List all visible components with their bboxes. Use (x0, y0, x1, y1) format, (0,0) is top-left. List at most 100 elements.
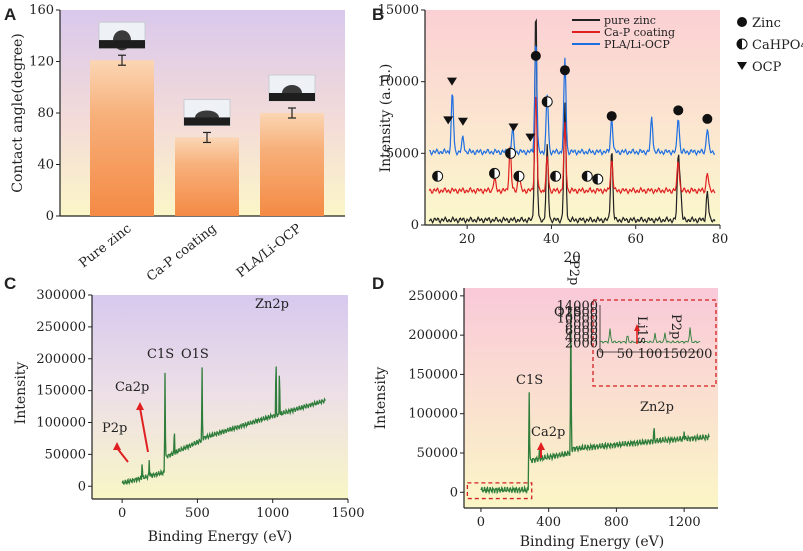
panel-c-xlabel: Binding Energy (eV) (148, 529, 293, 545)
panel-a-ytick-label: 40 (37, 158, 54, 173)
annotation-arrowhead-1 (136, 402, 144, 410)
panel-b-ytick-label: 5000 (386, 146, 419, 161)
legend-label-2: PLA/Li-OCP (604, 38, 670, 51)
ocp-marker (443, 116, 454, 125)
panel-d-background (464, 288, 718, 508)
category-label-2: PLA/Li-OCP (234, 221, 305, 281)
inset-xtick-label: 0 (596, 347, 604, 362)
droplet-base-1 (184, 117, 230, 126)
panel-d-ytick-label: 200000 (408, 328, 458, 343)
legend-label-0: pure zinc (604, 14, 656, 27)
panel-d-annotation-ca2p: Ca2p (531, 425, 565, 440)
inset-ytick-label: 14000 (557, 299, 598, 314)
panel-c-ytick-label: 250000 (36, 320, 86, 335)
ocp-marker (446, 77, 457, 86)
panel-c-xtick-label: 1000 (256, 506, 289, 521)
panel-a-ytick-label: 160 (29, 3, 54, 18)
panel-d-ylabel: Intensity (373, 367, 389, 430)
panel-c-ylabel: Intensity (13, 362, 29, 425)
panel-d-label: D (372, 274, 384, 293)
panel-c-ytick-label: 150000 (36, 384, 86, 399)
panel-d-xtick-label: 400 (536, 515, 561, 530)
panel-c-annotation-ca2p: Ca2p (115, 380, 149, 395)
panel-b-xtick-label: 80 (712, 232, 729, 247)
panel-c-annotation-c1s: C1S (147, 347, 174, 362)
bar-2 (260, 113, 324, 216)
inset-ytick-label: 8000 (565, 318, 598, 333)
zinc-marker (559, 65, 570, 76)
panel-c-ytick-label: 50000 (45, 447, 86, 462)
cahpo4-marker-fill (582, 171, 588, 182)
panel-b-xtick-label: 60 (627, 232, 644, 247)
panel-d-xtick-label: 800 (604, 515, 629, 530)
panel-c-ytick-label: 100000 (36, 416, 86, 431)
panel-d-ytick-label: 250000 (408, 289, 458, 304)
panel-c-xtick-label: 500 (185, 506, 210, 521)
inset-arrowhead (634, 324, 640, 331)
panel-b-xlabel: 2θ (563, 250, 580, 266)
legend-label-1: Ca-P coating (604, 26, 675, 39)
cahpo4-marker-fill (432, 171, 438, 182)
panel-b-ytick-label: 10000 (378, 75, 419, 90)
cahpo4-marker-fill (505, 148, 511, 159)
zinc-marker (673, 105, 684, 116)
inset-xtick-label: 100 (638, 347, 663, 362)
panel-b-label: B (372, 5, 384, 24)
panel-d-annotation-o1s: O1S (554, 305, 582, 320)
annotation-arrow-1 (139, 407, 149, 453)
zoom-region-box (466, 482, 533, 500)
zinc-marker (530, 50, 541, 61)
droplet-base-0 (99, 40, 145, 49)
bar-1 (175, 137, 239, 216)
inset-ytick-label: 6000 (565, 324, 598, 339)
cahpo4-marker-fill (513, 171, 519, 182)
panel-b-ytick-label: 15000 (378, 3, 419, 18)
zinc-marker (606, 111, 617, 122)
panel-b-ytick-label: 0 (411, 218, 419, 233)
inset-box (592, 299, 717, 387)
inset-ytick-label: 12000 (557, 305, 598, 320)
panel-a-ylabel: Contact angle(degree) (10, 33, 26, 193)
panel-d-xtick-label: 1200 (668, 515, 701, 530)
legend-ocp-label: OCP (752, 60, 782, 75)
panel-b-ylabel: Intensity (a. u.) (378, 64, 394, 173)
panel-b-xtick-label: 40 (543, 232, 560, 247)
ocp-marker (508, 123, 519, 132)
inset-label-p2p: P2p (668, 314, 683, 339)
panel-c-label: C (4, 274, 16, 293)
panel-c-annotation-o1s: O1S (181, 347, 209, 362)
cahpo4-marker-fill (592, 174, 598, 185)
annotation-arrowhead-0 (113, 442, 121, 450)
inset-xtick-label: 150 (663, 347, 688, 362)
panel-d-xlabel: Binding Energy (eV) (520, 534, 665, 550)
bar-0 (90, 60, 154, 217)
inset-line (599, 327, 701, 345)
panel-b-background (425, 10, 720, 225)
panel-a-ytick-label: 80 (37, 106, 54, 121)
panel-c-xtick-label: 0 (118, 506, 126, 521)
panel-c-ytick-label: 200000 (36, 352, 86, 367)
panel-c-background (92, 295, 348, 499)
cahpo4-marker-fill (737, 39, 742, 49)
panel-d-annotation-p2p-top: P2p (566, 260, 581, 285)
panel-c-annotation-zn2p: Zn2p (255, 297, 289, 312)
panel-c-xtick-label: 1500 (331, 506, 364, 521)
legend-zinc-label: Zinc (752, 16, 781, 31)
inset-ytick-label: 10000 (557, 312, 598, 327)
panel-d-annotation-c1s: C1S (516, 373, 543, 388)
ocp-marker (457, 117, 468, 126)
category-label-1: Ca-P coating (144, 221, 219, 284)
panel-c-ytick-label: 0 (78, 479, 86, 494)
panel-a-label: A (4, 5, 16, 24)
cahpo4-marker-fill (489, 168, 495, 179)
series-line-0 (428, 18, 716, 225)
panel-b-xtick-label: 20 (459, 232, 476, 247)
panel-d-ytick-label: 150000 (408, 367, 458, 382)
cahpo4-marker-fill (542, 96, 548, 107)
inset-ytick-label: 2000 (565, 337, 598, 352)
xps-d-line (480, 306, 710, 495)
panel-a-ytick-label: 120 (29, 55, 54, 70)
inset-ytick-label: 4000 (565, 330, 598, 345)
ca2p-arrowhead (537, 442, 545, 450)
